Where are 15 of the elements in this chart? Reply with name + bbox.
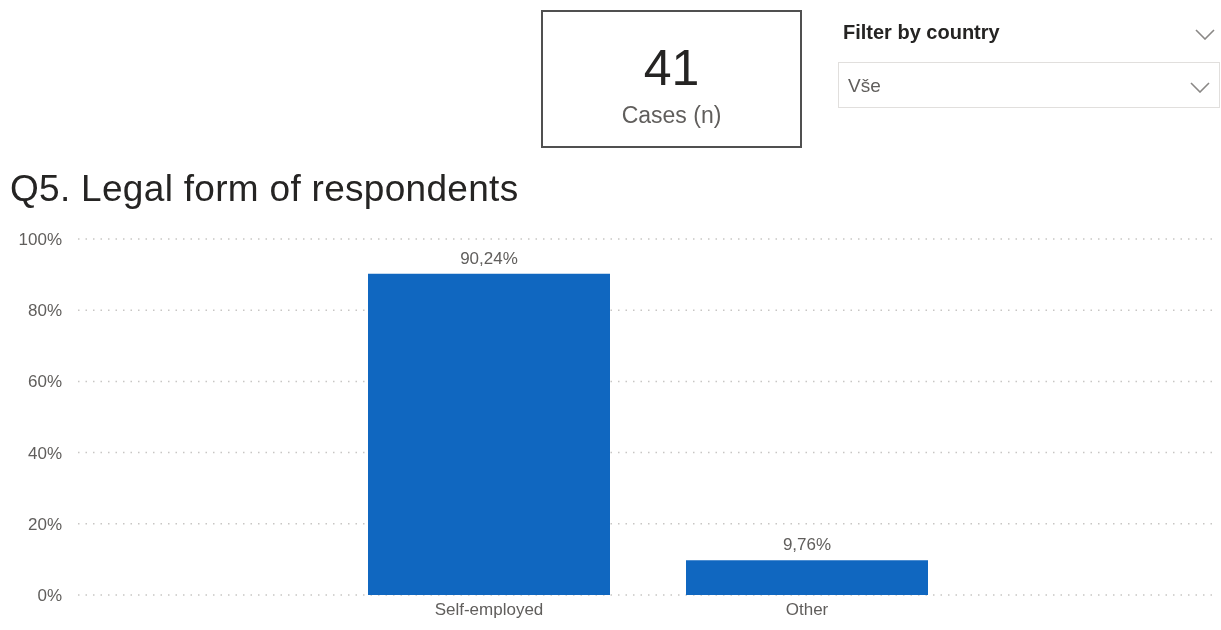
x-tick-label: Self-employed (434, 600, 544, 620)
text: 41 (642, 40, 701, 96)
y-tick-label: 100% (18, 230, 62, 250)
data-label: 9,76% (782, 535, 832, 555)
y-tick-label: 40% (27, 443, 62, 463)
y-tick-label: 80% (27, 301, 62, 321)
x-tick-label: Other (785, 600, 829, 620)
y-tick-label: 0% (37, 586, 62, 606)
chart-title: Q5. Legal form of respondents (10, 168, 519, 210)
y-tick-label: 60% (27, 372, 62, 392)
text: Filter by country (843, 21, 1000, 44)
y-tick-label: 20% (27, 514, 62, 534)
data-label: 90,24% (460, 248, 518, 268)
text: Vše (848, 75, 881, 97)
text: Cases (n) (620, 101, 723, 130)
